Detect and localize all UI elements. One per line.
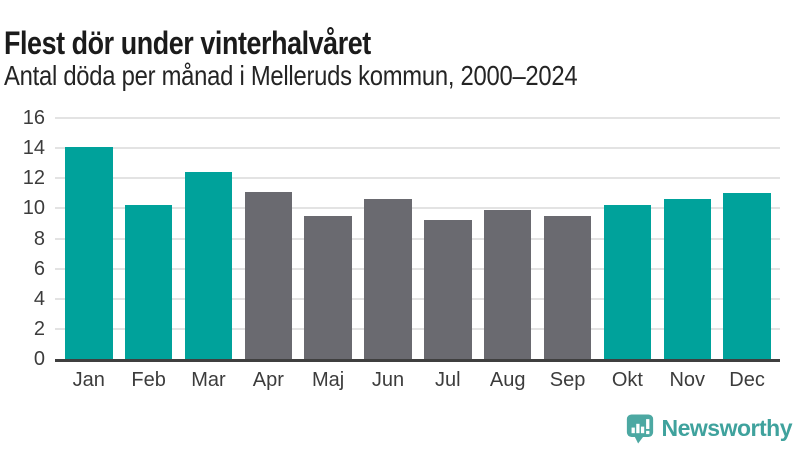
gridline-y2 [55,327,780,330]
x-axis-label-aug: Aug [489,369,526,391]
y-axis-tick-label: 10 [22,197,45,220]
x-axis-label-sep: Sep [549,369,586,391]
y-axis-tick-label: 14 [22,137,45,160]
bar-dec [723,193,771,359]
brand-footer: Newsworthy [625,412,793,445]
x-axis-label-jul: Jul [435,369,461,391]
chart-title: Flest dör under vinterhalvåret [4,25,371,62]
bar-jan [65,146,113,359]
gridline-y16 [55,117,780,119]
bar-jul [424,220,472,359]
bar-apr [244,191,293,359]
x-axis-label-nov: Nov [669,369,706,391]
gridline-y6 [55,267,780,270]
gridline-y4 [55,297,780,300]
x-axis-label-dec: Dec [729,369,765,391]
x-axis-label-maj: Maj [312,369,345,391]
brand-name: Newsworthy [661,415,793,441]
y-axis-tick-label: 0 [33,348,45,370]
x-axis-label-jun: Jun [371,369,405,391]
bar-feb [124,205,173,359]
bar-sep [543,215,592,359]
gridline-y8 [55,237,780,240]
newsworthy-logo-icon [626,414,653,444]
y-axis-tick-label: 12 [22,167,45,190]
chart-subtitle: Antal döda per månad i Melleruds kommun,… [4,60,578,91]
y-axis-tick-label: 4 [33,287,45,310]
x-axis-label-mar: Mar [191,369,226,391]
x-axis-label-okt: Okt [611,369,643,391]
gridline-y14 [55,147,780,150]
bar-aug [483,209,532,359]
bar-jun [364,199,412,359]
bar-nov [663,199,711,359]
gridline-y12 [55,177,780,180]
x-axis-label-feb: Feb [131,369,166,391]
gridline-y10 [55,207,780,210]
y-axis-tick-label: 2 [33,317,45,340]
y-axis-tick-label: 6 [33,257,45,280]
bar-mar [184,172,233,359]
x-axis-label-jan: Jan [72,369,105,391]
bar-chart-plot-area [55,117,780,362]
bar-maj [304,215,352,359]
x-axis-label-apr: Apr [252,369,284,391]
bar-okt [603,205,652,359]
y-axis-tick-label: 16 [22,107,45,129]
y-axis-tick-label: 8 [33,227,45,250]
